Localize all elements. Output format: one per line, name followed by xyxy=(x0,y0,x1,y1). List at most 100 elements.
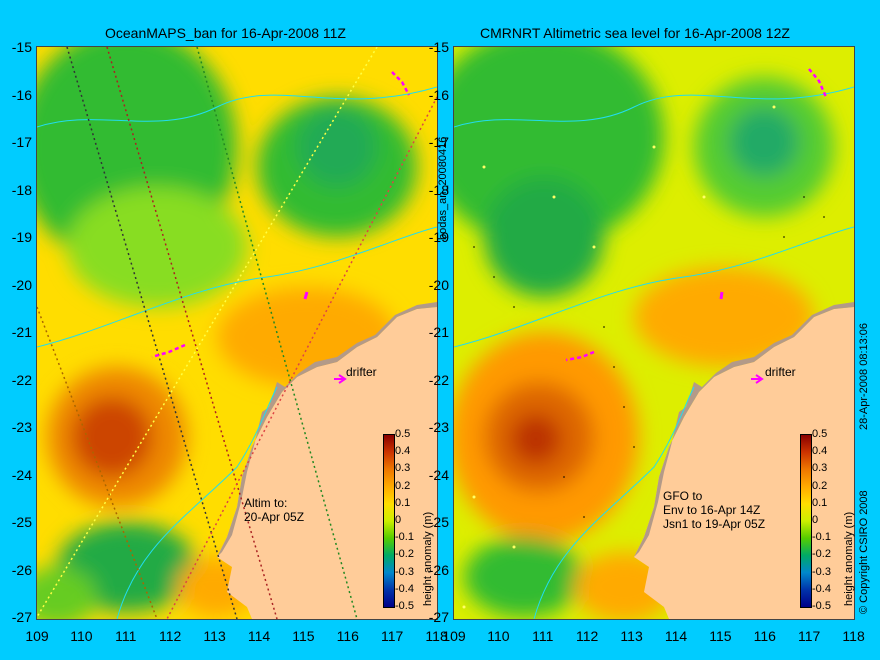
y-tick-label: -24 xyxy=(11,466,32,483)
bathymetry-contour xyxy=(37,86,437,128)
altimeter-track xyxy=(37,306,158,619)
colorbar-tick-label: 0.3 xyxy=(395,462,411,475)
y-tick-label: -25 xyxy=(428,514,449,530)
y-tick-label: -16 xyxy=(11,86,32,103)
altim-annotation: Altim to: 20-Apr 05Z xyxy=(244,496,305,524)
colorbar-tick-label: 0.1 xyxy=(812,496,828,509)
y-tick-label: -15 xyxy=(428,39,449,55)
y-tick-label: -27 xyxy=(428,609,449,625)
colorbar-tick-label: -0.5 xyxy=(812,600,831,612)
low-anomaly-region xyxy=(297,107,377,187)
colorbar-right xyxy=(800,434,812,608)
altimeter-track xyxy=(37,47,378,618)
colorbar-tick-label: -0.3 xyxy=(812,565,831,578)
copyright-label: © Copyright CSIRO 2008 xyxy=(858,490,870,614)
x-tick-label: 109 xyxy=(442,628,466,644)
x-tick-label: 116 xyxy=(336,628,359,644)
x-tick-label: 115 xyxy=(292,628,315,644)
drifter-legend-arrow xyxy=(751,374,764,384)
y-tick-label: -18 xyxy=(11,181,32,198)
colorbar-tick-label: -0.2 xyxy=(395,548,414,561)
y-tick-label: -22 xyxy=(11,371,32,388)
map-right-title: CMRNRT Altimetric sea level for 16-Apr-2… xyxy=(480,25,790,41)
y-tick-label: -27 xyxy=(11,609,32,625)
colorbar-tick-label: 0.4 xyxy=(395,445,411,458)
y-tick-label: -26 xyxy=(428,561,449,578)
drifter-track xyxy=(565,350,595,362)
y-tick-label: -19 xyxy=(428,229,449,245)
drifter-track xyxy=(151,343,186,359)
y-tick-label: -19 xyxy=(11,229,32,245)
colorbar-tick-label: -0.4 xyxy=(812,582,831,595)
colorbar-tick-label: -0.5 xyxy=(395,600,414,612)
x-tick-label: 113 xyxy=(620,628,643,644)
x-tick-label: 115 xyxy=(709,628,732,644)
colorbar-tick-label: -0.1 xyxy=(812,531,831,544)
bathymetry-contour xyxy=(116,386,278,619)
colorbar-tick-label: -0.3 xyxy=(395,565,414,578)
colorbar-tick-label: 0.2 xyxy=(395,479,411,492)
x-tick-label: 117 xyxy=(381,628,404,644)
y-tick-label: -20 xyxy=(428,276,449,293)
colorbar-tick-label: -0.1 xyxy=(395,531,414,544)
x-tick-label: 118 xyxy=(842,628,865,644)
high-anomaly-region xyxy=(72,397,152,477)
y-tick-label: -24 xyxy=(428,466,449,483)
bathymetry-contour xyxy=(37,226,437,348)
observation-dots xyxy=(462,105,776,609)
colorbar-tick-label: 0.1 xyxy=(395,496,411,509)
map-left-title: OceanMAPS_ban for 16-Apr-2008 11Z xyxy=(105,25,346,41)
y-tick-label: -16 xyxy=(428,86,449,103)
colorbar-tick-label: 0.5 xyxy=(395,428,411,440)
drifter-annotation-left: drifter xyxy=(346,365,377,379)
drifter-track xyxy=(391,71,411,96)
y-tick-label: -26 xyxy=(11,561,32,578)
x-tick-label: 110 xyxy=(70,628,93,644)
map-right-panel xyxy=(453,46,855,620)
x-tick-label: 111 xyxy=(532,628,554,644)
x-tick-label: 114 xyxy=(664,628,688,644)
date-stamp-label: 28-Apr-2008 08:13:06 xyxy=(858,322,870,430)
colorbar-tick-label: -0.2 xyxy=(812,548,831,561)
gfo-annotation: GFO to Env to 16-Apr 14Z Jsn1 to 19-Apr … xyxy=(663,489,766,531)
x-tick-label: 112 xyxy=(159,628,182,644)
y-tick-label: -21 xyxy=(428,324,449,340)
high-anomaly-region xyxy=(634,267,814,367)
y-tick-label: -22 xyxy=(428,371,449,388)
x-tick-label: 113 xyxy=(203,628,226,644)
low-anomaly-region xyxy=(67,187,247,307)
colorbar-right-title: height anomaly (m) xyxy=(843,511,855,606)
x-tick-label: 112 xyxy=(576,628,599,644)
colorbar-tick-label: 0 xyxy=(812,514,819,526)
y-tick-label: -21 xyxy=(11,324,32,340)
colorbar-left xyxy=(383,434,395,608)
y-tick-label: -23 xyxy=(11,419,32,435)
colorbar-tick-label: 0.3 xyxy=(812,462,828,475)
low-anomaly-region xyxy=(37,567,97,619)
y-tick-label: -15 xyxy=(11,39,32,55)
x-tick-label: 114 xyxy=(247,628,271,644)
drifter-track xyxy=(719,291,724,300)
drifter-track xyxy=(808,68,828,98)
colorbar-tick-label: 0.5 xyxy=(812,428,828,440)
drifter-annotation-right: drifter xyxy=(765,365,796,379)
bathymetry-contour xyxy=(454,86,854,128)
y-tick-label: -18 xyxy=(428,181,449,198)
x-tick-label: 109 xyxy=(25,628,49,644)
low-anomaly-region xyxy=(729,107,799,177)
land-mass xyxy=(217,307,437,619)
colorbar-tick-label: 0.2 xyxy=(812,479,828,492)
map-left-panel xyxy=(36,46,438,620)
low-anomaly-region xyxy=(464,537,584,617)
bathymetry-contour xyxy=(533,386,695,619)
y-tick-label: -17 xyxy=(428,134,449,150)
x-tick-label: 117 xyxy=(798,628,821,644)
y-tick-label: -23 xyxy=(428,419,449,435)
high-anomaly-region xyxy=(511,414,561,464)
y-tick-label: -20 xyxy=(11,276,32,293)
x-tick-label: 116 xyxy=(753,628,776,644)
x-tick-label: 118 xyxy=(425,628,448,644)
x-tick-label: 111 xyxy=(115,628,137,644)
colorbar-tick-label: -0.4 xyxy=(395,582,414,595)
y-tick-label: -17 xyxy=(11,134,32,150)
